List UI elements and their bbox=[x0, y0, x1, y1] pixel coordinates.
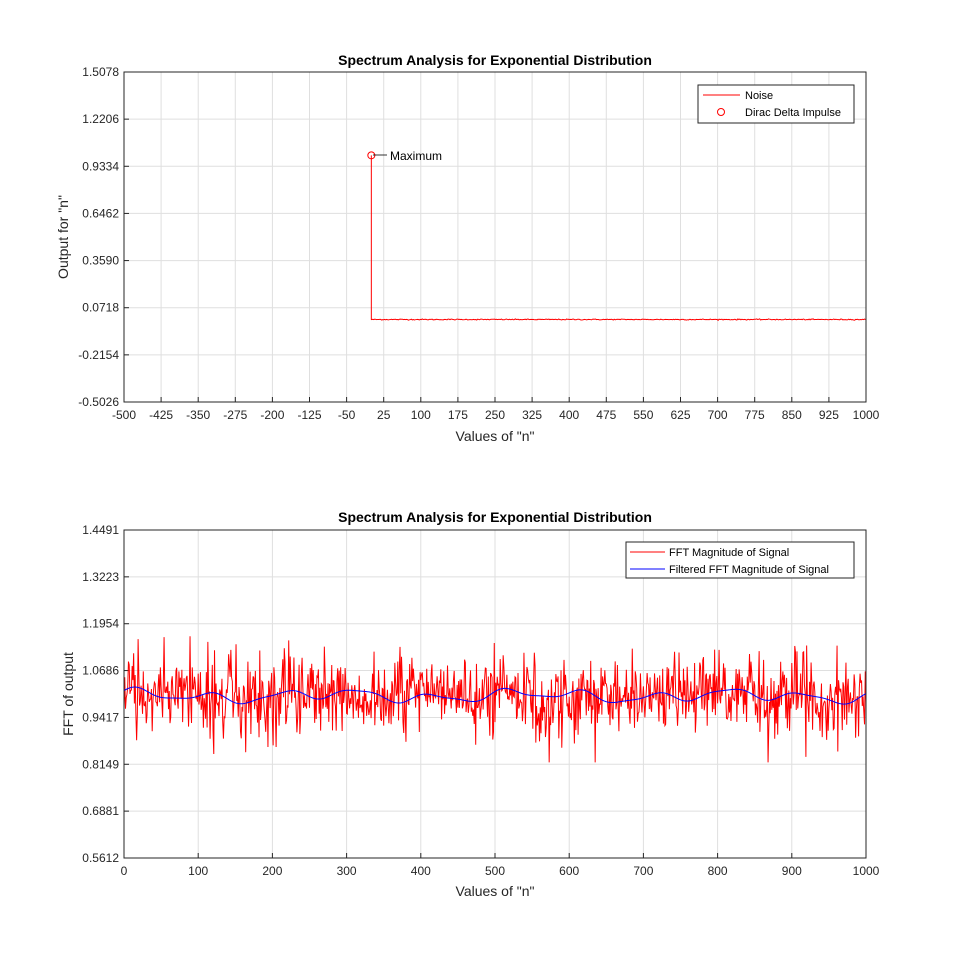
top-legend-box bbox=[697, 84, 855, 124]
top-axes-box bbox=[123, 71, 867, 403]
top-y-tick-label: 1.5078 bbox=[82, 65, 119, 79]
top-x-tick-label: -350 bbox=[186, 408, 210, 422]
top-title: Spectrum Analysis for Exponential Distri… bbox=[338, 52, 652, 68]
top-x-tick-label: 325 bbox=[522, 408, 542, 422]
top-x-tick-label: 100 bbox=[411, 408, 431, 422]
bottom-x-tick-label: 500 bbox=[485, 864, 505, 878]
bottom-y-tick-labels: 0.5612 0.6881 0.8149 0.9417 1.0686 1.1954 1.32… bbox=[82, 523, 119, 865]
top-y-tick-label: 0.0718 bbox=[82, 301, 119, 315]
bottom-y-axis-label: FFT of output bbox=[60, 652, 76, 736]
top-x-axis-label: Values of "n" bbox=[456, 428, 535, 444]
filtered-fft-series-line bbox=[123, 686, 867, 705]
top-x-tick-label: 775 bbox=[745, 408, 765, 422]
bottom-x-tick-label: 400 bbox=[411, 864, 431, 878]
top-x-tick-label: 400 bbox=[559, 408, 579, 422]
top-x-tick-label: 475 bbox=[596, 408, 616, 422]
bottom-axes: Spectrum Analysis for Exponential Distri… bbox=[60, 509, 880, 899]
maximum-annotation-label: Maximum bbox=[390, 149, 442, 163]
bottom-x-tick-label: 900 bbox=[782, 864, 802, 878]
legend-noise-label: Noise bbox=[745, 90, 773, 102]
bottom-x-tick-label: 0 bbox=[121, 864, 128, 878]
fft-magnitude-series-line bbox=[123, 636, 867, 763]
top-x-tick-label: 925 bbox=[819, 408, 839, 422]
bottom-y-tick-label: 0.9417 bbox=[82, 710, 119, 724]
top-y-axis-label: Output for "n" bbox=[55, 195, 71, 279]
top-x-tick-label: 700 bbox=[708, 408, 728, 422]
top-y-tick-labels: -0.5026 -0.2154 0.0718 0.3590 0.6462 0.9334 1.… bbox=[78, 65, 119, 409]
top-x-tick-label: 625 bbox=[670, 408, 690, 422]
legend-dirac-label: Dirac Delta Impulse bbox=[745, 107, 841, 119]
legend-fft-label: FFT Magnitude of Signal bbox=[669, 547, 789, 559]
top-axes: Spectrum Analysis for Exponential Distri… bbox=[55, 52, 880, 444]
top-y-tick-label: 0.6462 bbox=[82, 206, 119, 220]
bottom-x-tick-label: 700 bbox=[633, 864, 653, 878]
top-x-tick-label: 175 bbox=[448, 408, 468, 422]
top-x-tick-label: -500 bbox=[112, 408, 136, 422]
top-x-tick-label: -425 bbox=[149, 408, 173, 422]
bottom-x-axis-label: Values of "n" bbox=[456, 883, 535, 899]
bottom-y-tick-label: 0.6881 bbox=[82, 804, 119, 818]
bottom-x-tick-labels: 0 100 200 300 400 500 600 700 800 900 1000 bbox=[121, 864, 880, 878]
top-x-tick-label: -125 bbox=[297, 408, 321, 422]
bottom-y-tick-label: 0.8149 bbox=[82, 757, 119, 771]
bottom-y-tick-label: 1.0686 bbox=[82, 664, 119, 678]
top-x-tick-label: 550 bbox=[633, 408, 653, 422]
top-x-tick-label: 1000 bbox=[853, 408, 880, 422]
top-y-tick-label: 0.9334 bbox=[82, 159, 119, 173]
bottom-x-tick-label: 200 bbox=[262, 864, 282, 878]
noise-series-line bbox=[370, 155, 866, 322]
top-y-tick-label: 1.2206 bbox=[82, 112, 119, 126]
bottom-x-tick-label: 600 bbox=[559, 864, 579, 878]
legend-dirac-swatch bbox=[717, 108, 725, 116]
top-legend: Noise Dirac Delta Impulse bbox=[697, 84, 855, 124]
top-y-tick-label: 0.3590 bbox=[82, 254, 119, 268]
top-x-tick-label: -200 bbox=[260, 408, 284, 422]
bottom-legend-box bbox=[625, 541, 855, 579]
bottom-y-tick-label: 1.1954 bbox=[82, 617, 119, 631]
bottom-data bbox=[123, 636, 867, 763]
top-x-tick-label: -275 bbox=[223, 408, 247, 422]
bottom-x-tick-label: 800 bbox=[708, 864, 728, 878]
bottom-axes-box bbox=[123, 529, 867, 859]
top-x-tick-label: 850 bbox=[782, 408, 802, 422]
top-y-tick-label: -0.2154 bbox=[78, 348, 119, 362]
bottom-legend: FFT Magnitude of Signal Filtered FFT Mag… bbox=[625, 541, 855, 579]
bottom-y-tick-label: 1.3223 bbox=[82, 570, 119, 584]
bottom-x-tick-label: 100 bbox=[188, 864, 208, 878]
top-x-tick-label: -50 bbox=[338, 408, 356, 422]
top-y-tick-label: -0.5026 bbox=[78, 395, 119, 409]
top-x-tick-label: 250 bbox=[485, 408, 505, 422]
top-x-tick-label: 25 bbox=[377, 408, 391, 422]
legend-filtered-label: Filtered FFT Magnitude of Signal bbox=[669, 564, 829, 576]
bottom-y-tick-label: 0.5612 bbox=[82, 851, 119, 865]
bottom-y-tick-label: 1.4491 bbox=[82, 523, 119, 537]
bottom-x-tick-label: 1000 bbox=[853, 864, 880, 878]
bottom-title: Spectrum Analysis for Exponential Distri… bbox=[338, 509, 652, 525]
bottom-x-tick-label: 300 bbox=[337, 864, 357, 878]
top-x-tick-labels: -500 -425 -350 -275 -200 -125 -50 25 100 175 250 32… bbox=[112, 408, 880, 422]
